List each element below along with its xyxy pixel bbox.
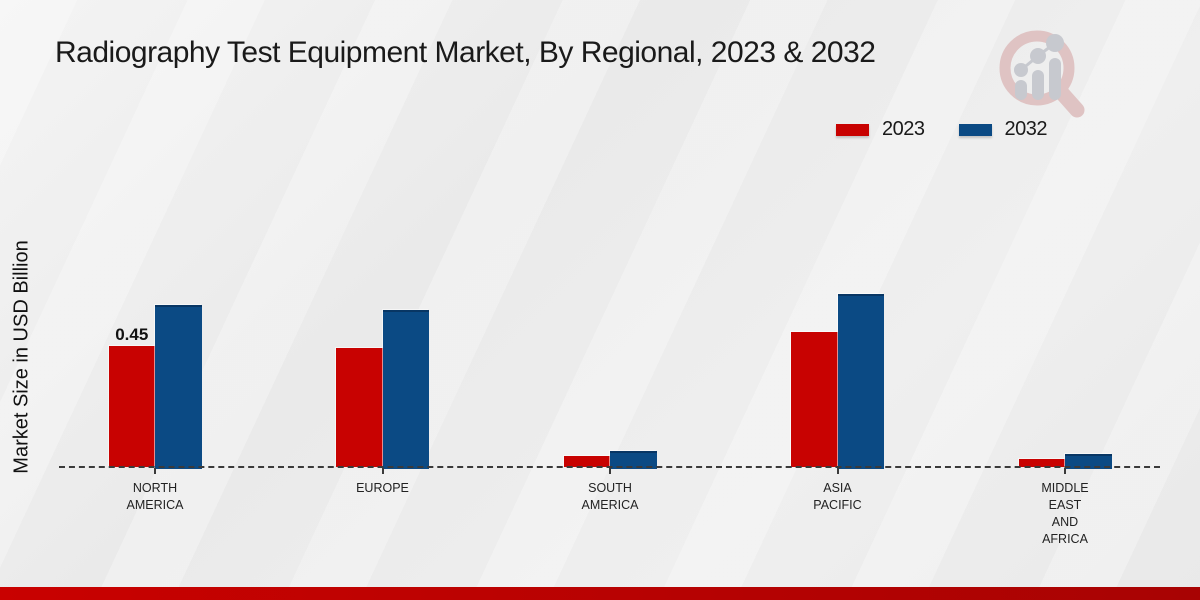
bottom-accent-bar	[0, 587, 1200, 600]
zero-baseline	[59, 466, 1160, 468]
legend-swatch-2023	[836, 123, 869, 136]
x-tick-south-america	[609, 468, 611, 474]
legend-label-2023: 2023	[882, 118, 925, 140]
x-label-line: EUROPE	[356, 481, 409, 495]
bar-2023-middle-east-and-africa	[1018, 458, 1065, 467]
bar-2023-asia-pacific	[791, 332, 838, 467]
legend-label-2032: 2032	[1004, 118, 1048, 140]
x-label-line: SOUTH	[588, 481, 632, 495]
bar-2032-europe	[382, 310, 429, 469]
bar-2023-south-america	[563, 456, 610, 467]
bar-2023-europe	[336, 348, 383, 467]
x-label-south-america: SOUTH AMERICA	[540, 480, 680, 514]
x-label-middle-east-and-africa: MIDDLE EAST AND AFRICA	[995, 480, 1135, 548]
bar-2023-north-america	[108, 345, 155, 467]
legend-swatch-2032	[958, 123, 992, 136]
x-tick-asia-pacific	[836, 468, 839, 474]
x-label-line: ASIA	[823, 481, 852, 495]
x-label-line: AMERICA	[126, 498, 184, 512]
magnifier-growth-chart-icon	[999, 30, 1085, 118]
legend-item-2032: 2032	[958, 118, 1048, 141]
x-label-line: NORTH	[132, 481, 178, 495]
legend: 2023 2032	[836, 118, 1047, 141]
value-label-2023-north-america: 0.45	[115, 324, 149, 344]
x-label-line: EAST	[1048, 498, 1082, 512]
bar-2032-south-america	[610, 450, 657, 469]
x-label-line: AMERICA	[581, 498, 639, 512]
x-tick-europe	[381, 468, 384, 474]
bar-2032-asia-pacific	[837, 294, 884, 469]
brand-logo-watermark	[993, 26, 1088, 128]
x-label-line: AFRICA	[1042, 532, 1088, 546]
x-label-line: AND	[1051, 515, 1079, 529]
x-label-europe: EUROPE	[313, 480, 453, 497]
x-label-line: PACIFIC	[813, 498, 862, 512]
x-tick-middle-east-and-africa	[1064, 468, 1066, 474]
bar-2032-middle-east-and-africa	[1065, 453, 1112, 469]
x-tick-north-america	[154, 468, 156, 474]
x-label-north-america: NORTH AMERICA	[85, 480, 225, 514]
legend-item-2023: 2023	[836, 118, 925, 141]
bar-2032-north-america	[155, 305, 202, 469]
x-label-asia-pacific: ASIA PACIFIC	[768, 480, 908, 514]
chart-title: Radiography Test Equipment Market, By Re…	[55, 36, 876, 69]
x-label-line: MIDDLE	[1041, 481, 1089, 495]
